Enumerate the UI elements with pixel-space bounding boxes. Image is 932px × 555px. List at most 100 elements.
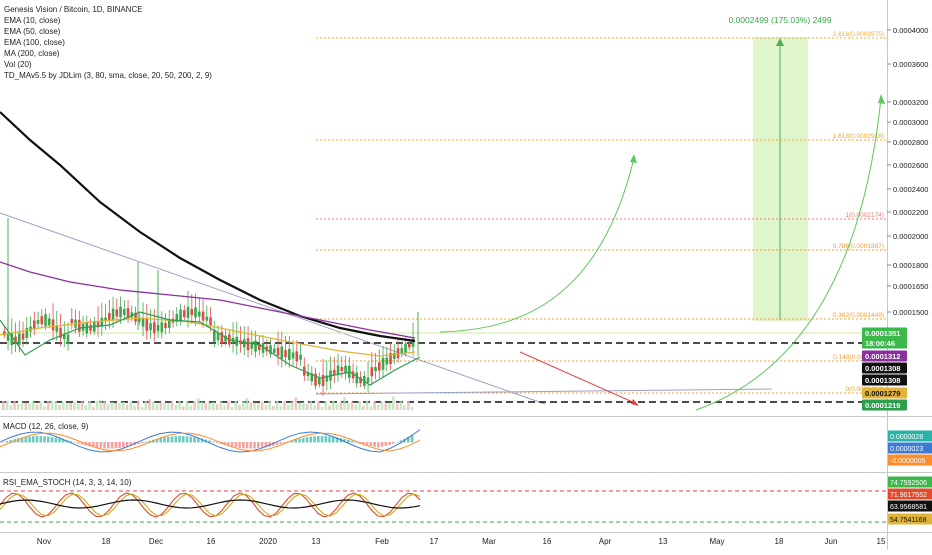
candle-body[interactable] <box>29 326 32 332</box>
candle-body[interactable] <box>366 377 370 383</box>
candle-body[interactable] <box>194 307 197 318</box>
candle-body[interactable] <box>164 323 167 329</box>
candle-body[interactable] <box>160 322 164 333</box>
candle-body[interactable] <box>359 377 362 384</box>
ma200-line[interactable] <box>0 111 416 343</box>
candle-body[interactable] <box>183 310 186 318</box>
candle-body[interactable] <box>355 372 359 384</box>
candle-body[interactable] <box>216 333 220 341</box>
candle-body[interactable] <box>149 323 152 331</box>
candle-body[interactable] <box>393 352 396 359</box>
price-tag[interactable] <box>862 337 907 349</box>
candle-body[interactable] <box>408 343 411 348</box>
ascending-trendline[interactable] <box>315 388 773 395</box>
stoch-d-line[interactable] <box>0 493 421 517</box>
candle-body[interactable] <box>130 312 134 318</box>
candle-body[interactable] <box>156 324 160 331</box>
candle-body[interactable] <box>220 332 224 344</box>
candle-body[interactable] <box>385 357 389 365</box>
candle-body[interactable] <box>141 318 145 327</box>
macd-line[interactable] <box>0 429 421 453</box>
candle-body[interactable] <box>78 319 81 332</box>
price-tag[interactable] <box>862 350 907 362</box>
candle-body[interactable] <box>280 346 284 359</box>
candle-body[interactable] <box>138 317 141 322</box>
rsi-pane-label[interactable]: RSI_EMA_STOCH (14, 3, 3, 14, 10) <box>3 478 132 487</box>
rsi-price-tag[interactable] <box>888 500 932 512</box>
rsi-price-tag[interactable] <box>888 513 932 525</box>
macd-price-tag[interactable] <box>888 442 932 454</box>
candle-body[interactable] <box>66 334 70 344</box>
candle-body[interactable] <box>134 312 137 322</box>
candle-body[interactable] <box>40 316 44 325</box>
candle-body[interactable] <box>63 334 66 340</box>
candle-body[interactable] <box>261 342 265 353</box>
candle-body[interactable] <box>396 348 400 359</box>
candle-body[interactable] <box>10 333 14 346</box>
candle-body[interactable] <box>400 348 404 354</box>
bearish-projection-arrow[interactable] <box>519 351 638 405</box>
candle-body[interactable] <box>333 369 336 375</box>
candle-body[interactable] <box>340 367 344 372</box>
candle-body[interactable] <box>288 349 291 360</box>
candle-body[interactable] <box>336 365 340 375</box>
candle-body[interactable] <box>370 367 374 377</box>
candle-body[interactable] <box>190 309 194 316</box>
candle-body[interactable] <box>186 306 190 318</box>
candle-body[interactable] <box>108 312 111 321</box>
descending-trendline[interactable] <box>0 212 546 405</box>
candle-body[interactable] <box>344 365 347 374</box>
candle-body[interactable] <box>213 329 216 342</box>
macd-price-tag[interactable] <box>888 454 932 466</box>
price-tag[interactable] <box>862 387 907 399</box>
candle-body[interactable] <box>96 322 100 328</box>
candle-body[interactable] <box>269 345 272 355</box>
candle-body[interactable] <box>111 308 115 321</box>
macd-signal-line[interactable] <box>0 432 421 452</box>
chart-title[interactable]: Genesis Vision / Bitcoin, 1D, BINANCE <box>4 5 143 14</box>
candle-body[interactable] <box>250 341 254 349</box>
candle-body[interactable] <box>243 339 246 348</box>
candle-body[interactable] <box>36 319 40 324</box>
candle-body[interactable] <box>104 317 107 322</box>
legend-ema50[interactable]: EMA (50, close) <box>4 27 61 36</box>
candle-body[interactable] <box>321 374 325 386</box>
rsi-price-tag[interactable] <box>888 476 932 488</box>
candle-body[interactable] <box>325 375 329 382</box>
candle-body[interactable] <box>3 331 6 336</box>
candle-body[interactable] <box>381 357 385 370</box>
candle-body[interactable] <box>153 322 156 334</box>
candle-body[interactable] <box>318 377 321 385</box>
candle-body[interactable] <box>276 347 280 356</box>
candle-body[interactable] <box>291 352 295 359</box>
candle-body[interactable] <box>48 318 51 326</box>
candle-body[interactable] <box>258 344 261 350</box>
candle-body[interactable] <box>119 306 122 318</box>
candle-body[interactable] <box>404 343 407 353</box>
legend-volume[interactable]: Vol (20) <box>4 60 32 69</box>
candle-body[interactable] <box>123 309 126 316</box>
price-tag[interactable] <box>862 362 907 374</box>
legend-ema10[interactable]: EMA (10, close) <box>4 16 61 25</box>
candle-body[interactable] <box>299 354 302 360</box>
candle-body[interactable] <box>115 309 119 317</box>
candle-body[interactable] <box>168 318 171 328</box>
ema10-line[interactable] <box>0 311 421 386</box>
stoch-k-line[interactable] <box>0 492 421 518</box>
candle-body[interactable] <box>179 309 182 322</box>
candle-body[interactable] <box>306 372 310 377</box>
candle-body[interactable] <box>100 317 104 327</box>
macd-pane-label[interactable]: MACD (12, 26, close, 9) <box>3 422 89 431</box>
ema100-line[interactable] <box>0 261 416 339</box>
candle-body[interactable] <box>284 350 287 358</box>
candle-body[interactable] <box>44 314 47 327</box>
candle-body[interactable] <box>411 338 415 347</box>
candle-body[interactable] <box>209 317 212 326</box>
candle-body[interactable] <box>198 311 201 317</box>
price-tag[interactable] <box>862 399 907 411</box>
candle-body[interactable] <box>254 340 257 352</box>
rsi-price-tag[interactable] <box>888 488 932 500</box>
candle-body[interactable] <box>351 371 355 379</box>
ema50-line[interactable] <box>0 317 416 357</box>
